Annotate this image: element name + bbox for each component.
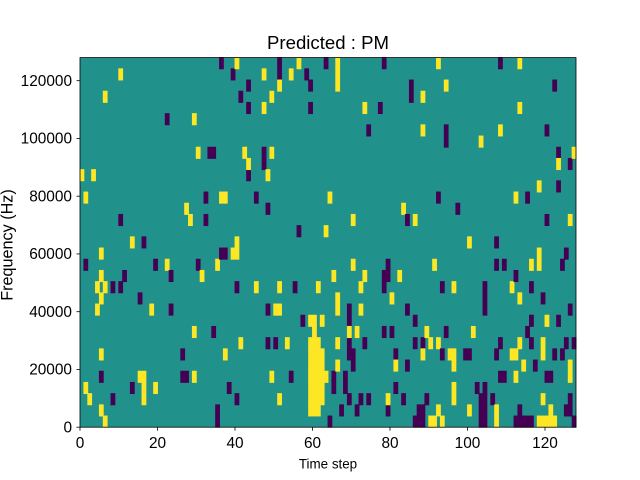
svg-text:80000: 80000: [29, 188, 72, 205]
svg-text:Frequency (Hz): Frequency (Hz): [0, 189, 17, 301]
svg-text:60000: 60000: [29, 246, 72, 263]
svg-text:100: 100: [455, 435, 481, 452]
svg-text:0: 0: [63, 419, 72, 436]
svg-text:120: 120: [532, 435, 558, 452]
svg-text:Time step: Time step: [299, 457, 357, 472]
svg-text:80: 80: [381, 435, 398, 452]
svg-text:40: 40: [226, 435, 243, 452]
svg-text:20: 20: [149, 435, 166, 452]
svg-text:0: 0: [76, 435, 85, 452]
svg-text:20000: 20000: [29, 362, 72, 379]
svg-text:Predicted : PM: Predicted : PM: [267, 32, 389, 53]
svg-text:40000: 40000: [29, 304, 72, 321]
svg-text:60: 60: [304, 435, 321, 452]
svg-text:100000: 100000: [21, 131, 72, 148]
svg-text:120000: 120000: [21, 73, 72, 90]
